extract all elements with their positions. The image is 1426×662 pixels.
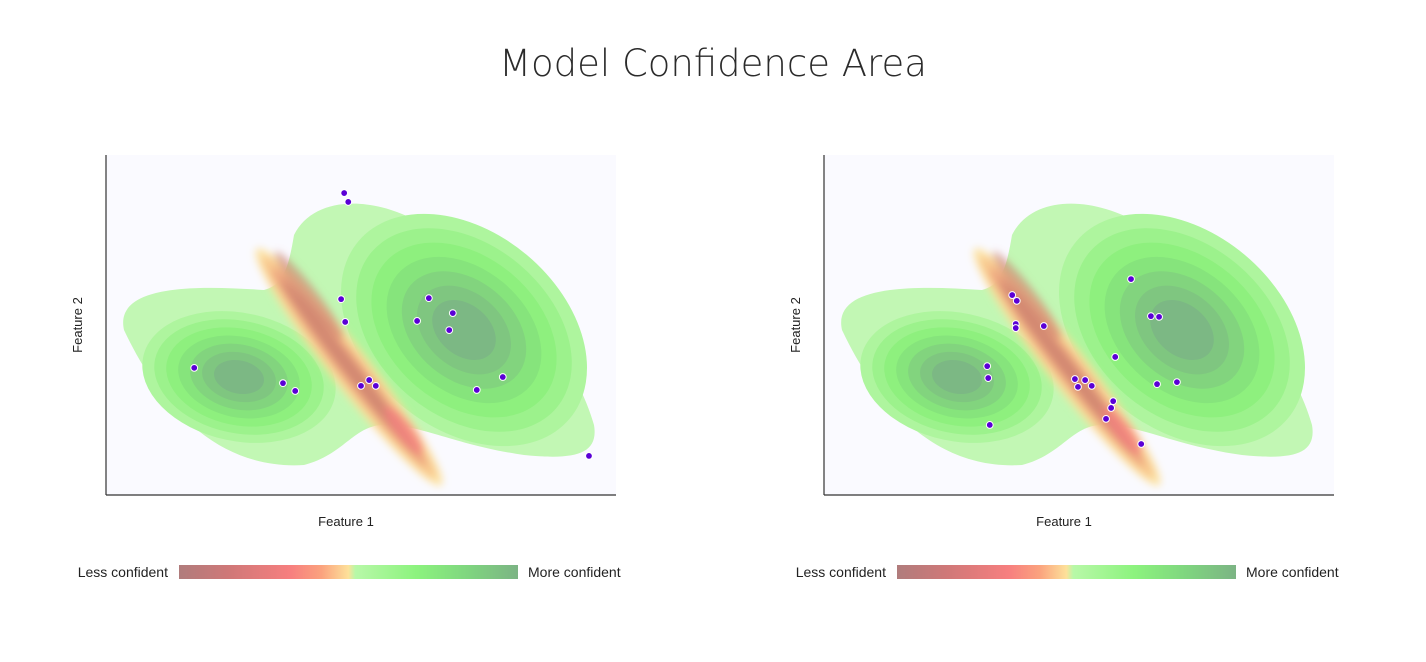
data-point	[1081, 376, 1090, 384]
contour-level	[932, 359, 982, 395]
data-point	[445, 326, 454, 335]
data-point	[1153, 380, 1161, 389]
data-point	[1012, 296, 1021, 305]
contour-level	[281, 280, 417, 454]
x-axis-label: Feature 1	[1036, 514, 1092, 529]
data-point	[983, 362, 992, 371]
confidence-colorbar	[179, 565, 518, 579]
chart-title: Model Confidence Area	[499, 42, 927, 85]
y-axis-label: Feature 2	[70, 297, 85, 353]
data-point	[498, 373, 507, 381]
data-point	[1008, 291, 1017, 299]
legend-high-label: More confident	[1246, 564, 1339, 580]
data-point	[190, 363, 199, 372]
data-point	[984, 374, 993, 382]
data-point	[365, 376, 374, 384]
data-point	[1102, 414, 1110, 423]
chart-panel-left: Feature 1 Feature 2 Less confident More …	[70, 155, 621, 580]
data-point	[340, 189, 349, 197]
data-point	[472, 386, 481, 394]
data-point	[1011, 324, 1020, 332]
data-point	[424, 294, 433, 303]
data-point	[1107, 404, 1116, 412]
data-point	[1155, 312, 1163, 321]
data-point	[341, 318, 350, 326]
x-axis-label: Feature 1	[318, 514, 374, 529]
confidence-contours	[123, 203, 595, 466]
data-point	[279, 379, 287, 388]
scatter-plot	[823, 155, 1334, 496]
data-point	[1173, 378, 1181, 387]
confidence-contours	[841, 203, 1313, 466]
contour-level	[999, 280, 1135, 454]
contour-level	[992, 251, 1062, 339]
data-point	[1039, 322, 1048, 330]
data-point	[1087, 381, 1096, 390]
data-point	[448, 309, 457, 318]
data-point	[1147, 312, 1155, 321]
contour-level	[274, 251, 344, 339]
data-point	[1074, 382, 1082, 391]
contour-level	[432, 299, 496, 361]
contour-level	[1102, 405, 1142, 455]
scatter-plot	[105, 155, 616, 496]
chart-panel-right: Feature 1 Feature 2 Less confident More …	[718, 0, 1426, 662]
data-point	[337, 295, 346, 304]
data-point	[1127, 275, 1135, 283]
data-point	[585, 452, 593, 460]
legend-low-label: Less confident	[77, 564, 168, 580]
contour-level	[1150, 299, 1214, 361]
contour-level	[214, 359, 264, 395]
contour-level	[384, 405, 424, 455]
data-point	[1137, 440, 1146, 448]
data-point	[985, 421, 994, 429]
y-axis-label: Feature 2	[788, 297, 803, 353]
low-confidence-band	[255, 248, 443, 486]
data-point	[413, 317, 422, 325]
data-point	[1071, 375, 1079, 383]
data-point	[1109, 397, 1118, 406]
data-point	[1111, 353, 1120, 361]
data-point	[371, 381, 380, 390]
data-point	[357, 381, 365, 390]
data-point	[344, 198, 353, 206]
legend-low-label: Less confident	[795, 564, 886, 580]
data-point	[291, 387, 300, 395]
legend-high-label: More confident	[528, 564, 621, 580]
confidence-colorbar	[897, 565, 1236, 579]
